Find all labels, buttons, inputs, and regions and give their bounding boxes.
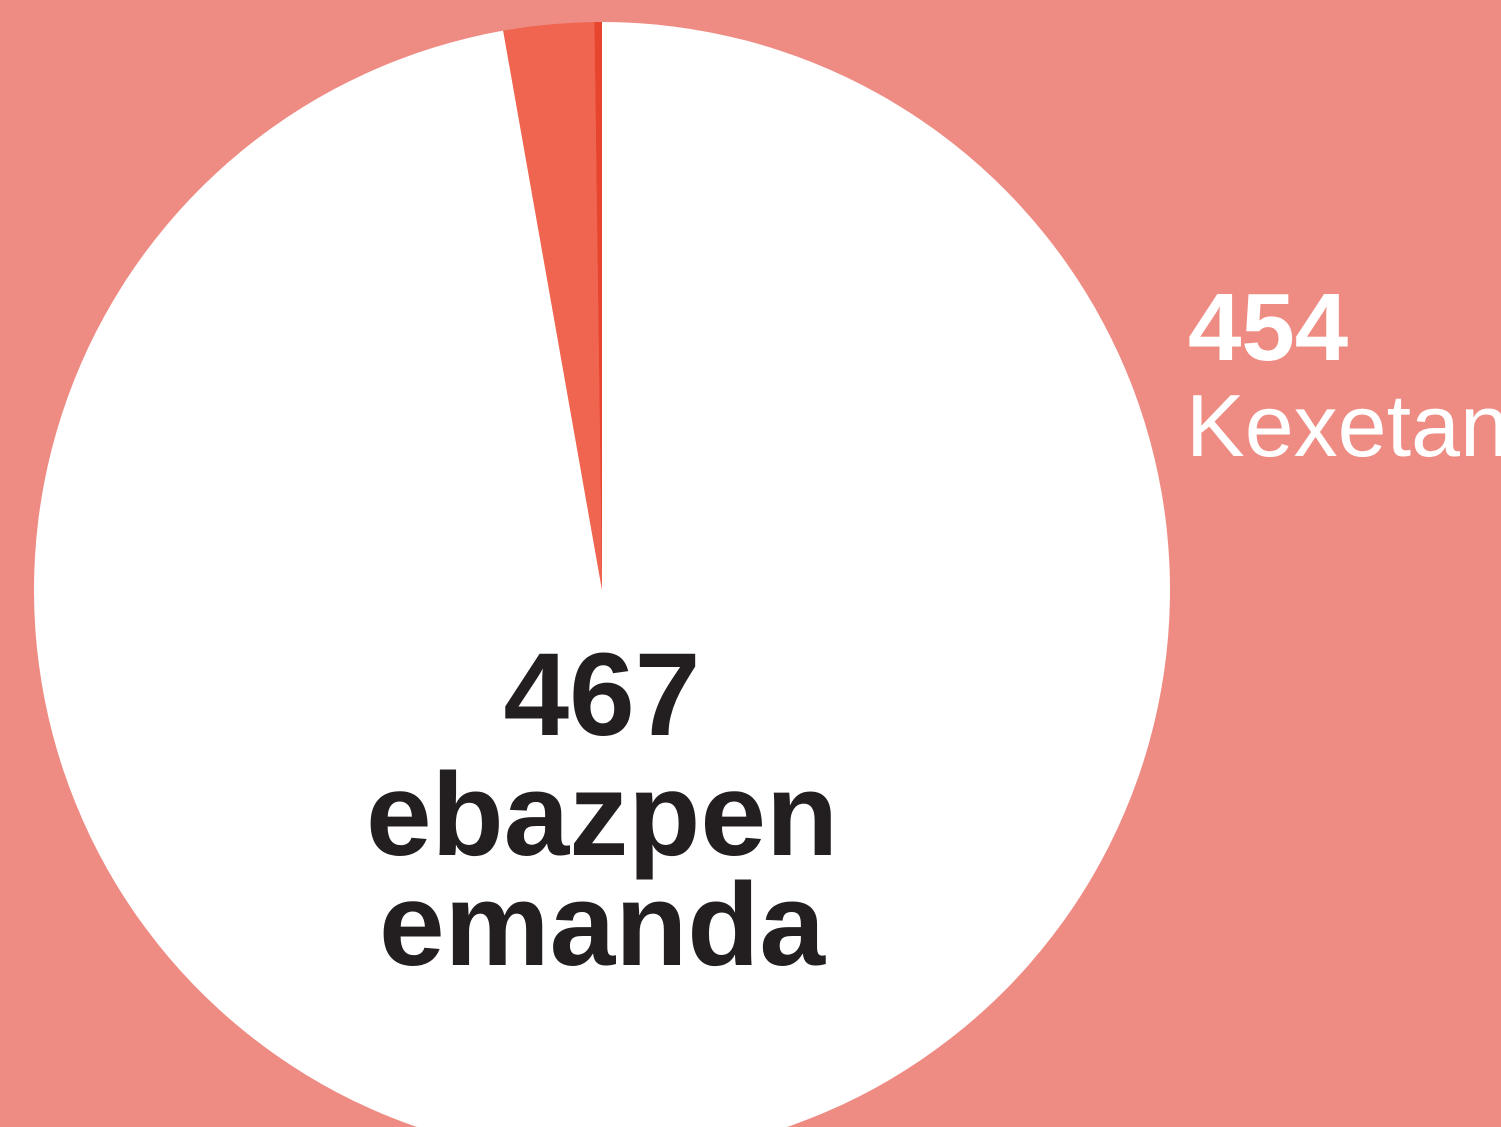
pie-slice <box>594 22 602 590</box>
total-label: ebazpen <box>366 749 838 881</box>
data-label: 454 <box>1188 274 1348 381</box>
pie <box>34 22 1171 1127</box>
pie-slice <box>503 22 602 591</box>
pie-slice <box>34 22 1171 1127</box>
total-value: 467 <box>504 629 701 761</box>
category-label: Kexetan <box>1186 376 1501 475</box>
total-label: emanda <box>379 859 826 991</box>
